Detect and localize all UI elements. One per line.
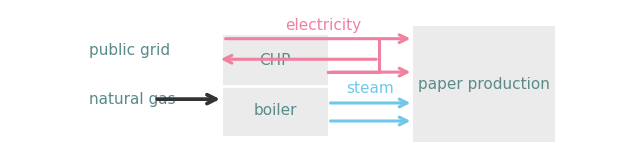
- FancyBboxPatch shape: [223, 35, 328, 136]
- Text: steam: steam: [346, 81, 394, 96]
- Text: CHP: CHP: [260, 53, 291, 68]
- Text: natural gas: natural gas: [88, 92, 175, 107]
- Text: paper production: paper production: [418, 77, 550, 92]
- Text: electricity: electricity: [285, 18, 361, 33]
- FancyBboxPatch shape: [413, 26, 555, 142]
- Text: boiler: boiler: [253, 103, 297, 118]
- Text: public grid: public grid: [88, 43, 169, 58]
